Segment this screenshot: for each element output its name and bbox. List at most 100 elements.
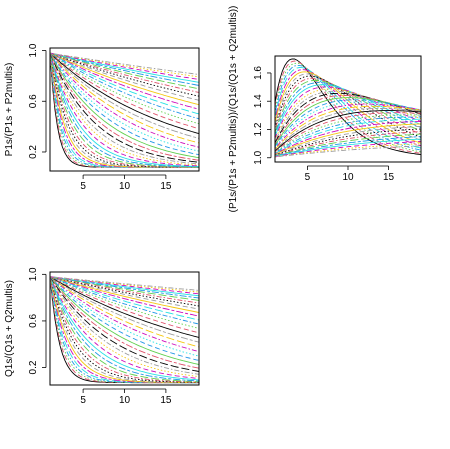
series-line <box>50 52 199 106</box>
series-line <box>50 52 199 93</box>
x-tick-label: 15 <box>160 181 172 192</box>
series-line <box>50 52 199 156</box>
y-tick-label: 1.4 <box>253 94 264 108</box>
y-tick-label: 0.2 <box>28 145 39 159</box>
x-tick-label: 10 <box>342 172 354 183</box>
series-group <box>275 58 421 158</box>
series-line <box>275 77 421 135</box>
series-line <box>50 276 199 321</box>
series-line <box>50 52 199 115</box>
series-line <box>275 131 421 157</box>
y-tick-label: 1.6 <box>253 66 264 80</box>
series-line <box>275 125 421 156</box>
series-line <box>50 276 199 369</box>
series-line <box>50 276 199 301</box>
series-line <box>50 276 199 381</box>
x-tick-label: 15 <box>160 395 172 406</box>
series-line <box>50 52 199 86</box>
series-line <box>50 52 199 97</box>
series-line <box>50 52 199 130</box>
series-line <box>275 128 421 156</box>
series-line <box>50 276 199 317</box>
series-line <box>275 136 421 157</box>
y-axis: 0.2 0.6 1.0 <box>28 267 47 374</box>
series-line <box>50 276 199 295</box>
series-line <box>275 64 421 151</box>
series-line <box>50 52 199 167</box>
series-line <box>275 95 421 145</box>
series-line <box>50 53 199 168</box>
x-axis: 5 10 15 <box>80 174 172 192</box>
series-line <box>275 114 421 153</box>
y-axis-label: P1s/(P1s + P2multis) <box>4 63 15 157</box>
series-line <box>50 276 199 357</box>
series-line <box>275 86 421 139</box>
x-axis: 5 10 15 <box>305 165 395 183</box>
series-line <box>50 276 199 310</box>
series-line <box>275 88 421 141</box>
y-axis: 0.2 0.6 1.0 <box>28 43 47 159</box>
series-line <box>50 52 199 167</box>
series-line <box>50 52 199 75</box>
series-line <box>50 52 199 148</box>
series-line <box>275 110 421 152</box>
series-line <box>275 58 421 156</box>
series-line <box>50 52 199 110</box>
series-line <box>50 52 199 166</box>
series-line <box>50 52 199 163</box>
series-line <box>275 62 421 153</box>
series-line <box>275 121 421 155</box>
series-line <box>50 52 199 144</box>
y-tick-label: 0.2 <box>28 360 39 374</box>
series-line <box>50 52 199 83</box>
x-tick-label: 5 <box>80 181 86 192</box>
series-line <box>50 52 199 159</box>
y-axis-label: Q1s/(Q1s + Q2multis) <box>4 280 15 377</box>
series-line <box>50 276 199 313</box>
x-tick-label: 15 <box>383 172 395 183</box>
series-line <box>275 116 421 154</box>
series-line <box>50 276 199 382</box>
series-line <box>275 123 421 155</box>
x-tick-label: 10 <box>119 181 131 192</box>
series-line <box>275 107 421 151</box>
series-line <box>50 52 199 152</box>
x-tick-label: 10 <box>119 395 131 406</box>
series-line <box>50 276 199 379</box>
series-line <box>50 276 199 343</box>
series-line <box>50 276 199 325</box>
series-line <box>275 112 421 153</box>
series-line <box>50 276 199 291</box>
chart-panel-p1s-ratio: 5 10 15 0.2 0.6 1.0 P1s/(P1s + P2multis) <box>4 43 200 192</box>
series-line <box>50 276 199 383</box>
chart-panel-q1s-ratio: 5 10 15 0.2 0.6 1.0 Q1s/(Q1s + Q2multis) <box>4 267 200 406</box>
plot-frame <box>49 271 200 386</box>
x-tick-label: 5 <box>80 395 86 406</box>
series-line <box>50 52 199 168</box>
plot-frame <box>274 55 422 163</box>
series-line <box>50 276 199 365</box>
series-line <box>50 276 199 304</box>
series-line <box>50 52 199 101</box>
series-line <box>275 71 421 144</box>
series-line <box>275 69 421 147</box>
series-line <box>50 276 199 361</box>
series-line <box>50 52 199 90</box>
series-line <box>275 101 421 149</box>
series-line <box>275 118 421 154</box>
series-line <box>275 138 421 157</box>
x-tick-label: 5 <box>305 172 311 183</box>
y-tick-label: 1.0 <box>28 267 39 281</box>
series-line <box>50 276 199 383</box>
y-tick-label: 1.0 <box>28 43 39 57</box>
series-group <box>50 276 199 384</box>
y-tick-label: 0.6 <box>28 314 39 328</box>
series-line <box>50 52 199 161</box>
y-axis: 1.0 1.2 1.4 1.6 <box>253 66 272 165</box>
series-line <box>50 276 199 307</box>
y-axis-label: (P1s/(P1s + P2multis))/(Q1s/(Q1s + Q2mul… <box>228 6 239 213</box>
series-line <box>50 276 199 383</box>
series-line <box>50 276 199 334</box>
series-line <box>275 133 421 157</box>
